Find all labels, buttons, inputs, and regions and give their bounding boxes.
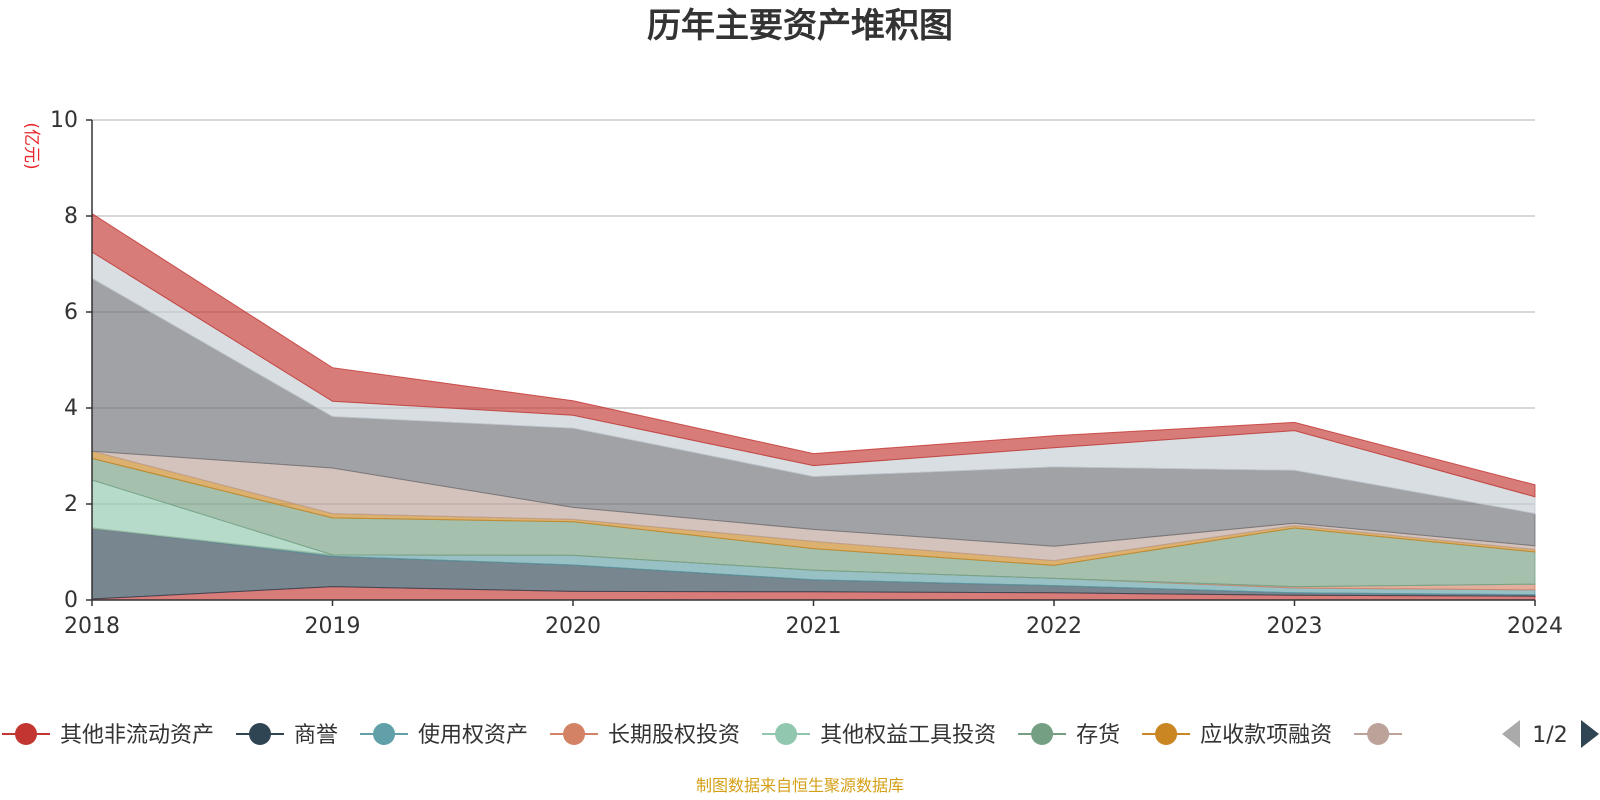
legend[interactable]: 其他非流动资产 商誉 使用权资产 长期股权投资 其他权益工具投资 存货 应收款项融资 1/2 xyxy=(2,720,1599,748)
legend-marker xyxy=(1155,723,1178,745)
legend-item[interactable]: 存货 xyxy=(1018,723,1120,748)
source-note: 制图数据来自恒生聚源数据库 xyxy=(696,776,904,795)
legend-label: 使用权资产 xyxy=(418,723,528,748)
chart-title: 历年主要资产堆积图 xyxy=(647,6,953,46)
x-tick-label: 2019 xyxy=(305,614,361,639)
legend-next-page-icon[interactable] xyxy=(1581,720,1599,748)
area-series-11[interactable] xyxy=(91,212,1536,498)
legend-item[interactable]: 应收款项融资 xyxy=(1142,723,1332,748)
legend-item[interactable] xyxy=(1354,723,1403,745)
legend-item[interactable]: 商誉 xyxy=(236,723,338,748)
legend-item[interactable]: 使用权资产 xyxy=(360,723,528,748)
legend-label: 其他权益工具投资 xyxy=(820,723,996,748)
legend-marker xyxy=(373,723,396,745)
legend-label: 存货 xyxy=(1076,723,1120,748)
legend-marker xyxy=(1031,723,1054,745)
legend-label: 应收款项融资 xyxy=(1200,723,1332,748)
y-tick-label: 6 xyxy=(64,300,78,325)
legend-page-indicator: 1/2 xyxy=(1532,723,1567,748)
y-axis-unit: (亿元) xyxy=(21,122,41,169)
legend-marker xyxy=(1367,723,1390,745)
x-tick-label: 2018 xyxy=(64,614,120,639)
x-tick-label: 2021 xyxy=(786,614,842,639)
legend-item[interactable]: 长期股权投资 xyxy=(550,723,740,748)
legend-pager: 1/2 xyxy=(1502,720,1599,748)
x-tick-label: 2020 xyxy=(545,614,601,639)
x-tick-label: 2022 xyxy=(1026,614,1082,639)
legend-marker xyxy=(563,723,586,745)
y-tick-label: 2 xyxy=(64,492,78,517)
legend-label: 长期股权投资 xyxy=(608,723,740,748)
legend-marker xyxy=(249,723,272,745)
legend-item[interactable]: 其他非流动资产 xyxy=(2,723,214,748)
legend-prev-page-icon[interactable] xyxy=(1502,720,1520,748)
axes: 2018 2019 2020 2021 2022 2023 2024 xyxy=(64,119,1563,639)
legend-item[interactable]: 其他权益工具投资 xyxy=(762,723,996,748)
legend-marker xyxy=(15,723,37,745)
legend-label: 其他非流动资产 xyxy=(60,723,214,748)
legend-label: 商誉 xyxy=(294,723,338,748)
y-tick-label: 4 xyxy=(64,396,78,421)
y-tick-label: 8 xyxy=(64,204,78,229)
x-tick-label: 2024 xyxy=(1507,614,1563,639)
y-tick-label: 0 xyxy=(64,588,78,613)
x-tick-label: 2023 xyxy=(1267,614,1323,639)
legend-marker xyxy=(775,723,798,745)
area-series xyxy=(91,212,1536,601)
y-tick-label: 10 xyxy=(50,108,78,133)
